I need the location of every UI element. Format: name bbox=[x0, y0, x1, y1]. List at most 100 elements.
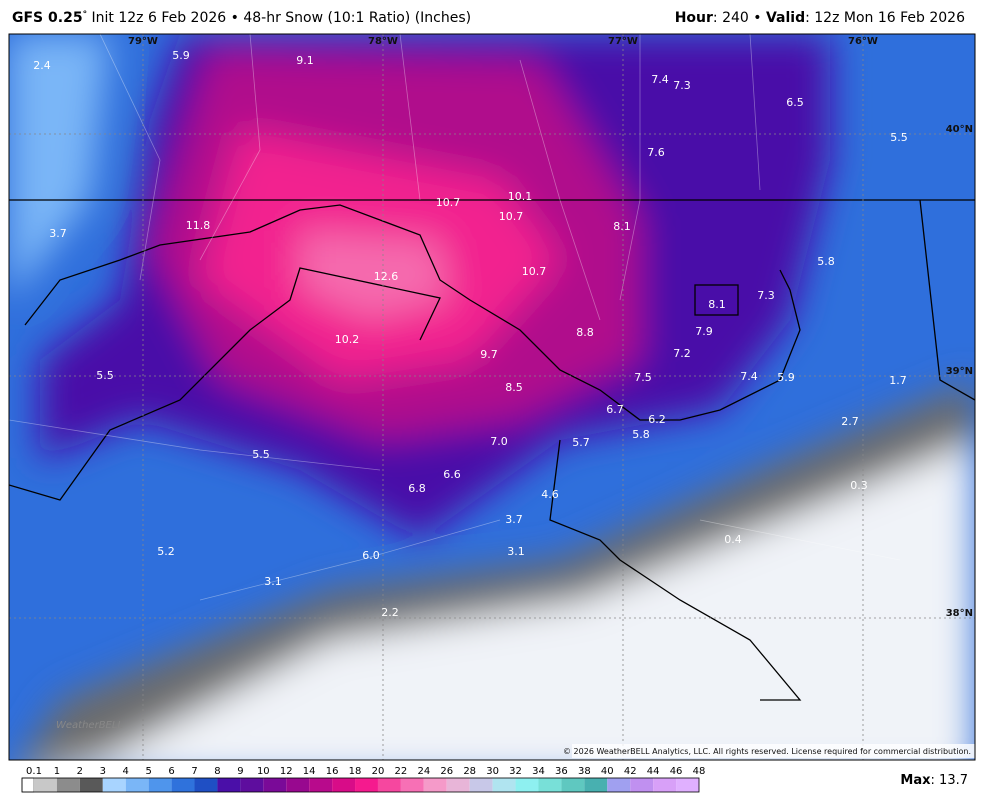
value-label: 5.9 bbox=[172, 49, 190, 62]
colorbar-tick: 8 bbox=[214, 766, 220, 777]
colorbar-bin bbox=[102, 778, 126, 792]
colorbar-bin bbox=[194, 778, 218, 792]
max-label: Max bbox=[900, 773, 931, 788]
colorbar-tick: 26 bbox=[440, 766, 453, 777]
value-label: 6.0 bbox=[362, 549, 380, 562]
copyright-bg bbox=[572, 744, 975, 758]
latitude-label: 38°N bbox=[946, 608, 973, 619]
map: 2.4 5.9 9.1 7.4 7.3 6.5 5.5 7.6 10.1 10.7 10.7 8.1 3… bbox=[9, 34, 975, 760]
snow-field bbox=[9, 34, 975, 760]
colorbar-tick: 7 bbox=[191, 766, 197, 777]
value-label: 5.5 bbox=[96, 369, 114, 382]
colorbar-bin bbox=[400, 778, 424, 792]
colorbar-tick: 40 bbox=[601, 766, 614, 777]
value-label: 8.5 bbox=[505, 381, 523, 394]
value-label: 6.8 bbox=[408, 482, 426, 495]
value-label: 5.2 bbox=[157, 545, 175, 558]
value-label: 9.7 bbox=[480, 348, 498, 361]
value-label: 3.1 bbox=[507, 545, 525, 558]
value-label: 5.9 bbox=[777, 371, 795, 384]
value-label: 7.3 bbox=[757, 289, 775, 302]
value-label: 6.5 bbox=[786, 96, 804, 109]
value-label: 6.7 bbox=[606, 403, 624, 416]
value-label: 5.7 bbox=[572, 436, 590, 449]
colorbar-bin bbox=[676, 778, 699, 792]
value-label: 10.7 bbox=[522, 265, 547, 278]
colorbar-tick: 32 bbox=[509, 766, 522, 777]
title: Init 12z 6 Feb 2026 • 48-hr Snow (10:1 R… bbox=[87, 10, 471, 26]
value-label: 7.3 bbox=[673, 79, 691, 92]
colorbar-tick: 9 bbox=[237, 766, 243, 777]
value-label: 3.1 bbox=[264, 575, 282, 588]
colorbar-tick: 18 bbox=[349, 766, 362, 777]
colorbar-bin bbox=[309, 778, 333, 792]
value-label: 4.6 bbox=[541, 488, 559, 501]
colorbar-tick: 36 bbox=[555, 766, 568, 777]
colorbar-bin bbox=[240, 778, 264, 792]
value-label: 3.7 bbox=[49, 227, 67, 240]
value-label: 2.2 bbox=[381, 606, 399, 619]
value-label: 10.2 bbox=[335, 333, 360, 346]
graticule bbox=[9, 34, 975, 760]
colorbar-tick: 28 bbox=[463, 766, 476, 777]
value-label: 10.7 bbox=[499, 210, 524, 223]
value-label: 5.8 bbox=[632, 428, 650, 441]
value-label: 7.2 bbox=[673, 347, 691, 360]
logo: WeatherBELL bbox=[56, 720, 123, 731]
value-label: 1.7 bbox=[889, 374, 907, 387]
colorbar-tick: 30 bbox=[486, 766, 499, 777]
colorbar-bin bbox=[538, 778, 562, 792]
colorbar-bin bbox=[21, 777, 35, 793]
colorbar-bin bbox=[469, 778, 493, 792]
valid-label: Valid bbox=[766, 10, 805, 26]
value-label: 6.2 bbox=[648, 413, 666, 426]
colorbar-tick: 1 bbox=[54, 766, 60, 777]
longitude-label: 79°W bbox=[128, 36, 158, 47]
colorbar-bin bbox=[423, 778, 447, 792]
header-right: Hour: 240 • Valid: 12z Mon 16 Feb 2026 bbox=[675, 10, 965, 26]
value-labels: 2.4 5.9 9.1 7.4 7.3 6.5 5.5 7.6 10.1 10.7 10.7 8.1 3… bbox=[33, 49, 908, 619]
colorbar-tick: 20 bbox=[372, 766, 385, 777]
colorbar-tick: 10 bbox=[257, 766, 270, 777]
colorbar-tick: 16 bbox=[326, 766, 339, 777]
colorbar-bin bbox=[492, 778, 516, 792]
value-label: 5.5 bbox=[890, 131, 908, 144]
colorbar-bin bbox=[332, 778, 356, 792]
colorbar-tick: 22 bbox=[395, 766, 408, 777]
value-label: 7.0 bbox=[490, 435, 508, 448]
longitude-label: 77°W bbox=[608, 36, 638, 47]
value-label: 7.5 bbox=[634, 371, 652, 384]
value-label: 9.1 bbox=[296, 54, 314, 67]
colorbar-bin bbox=[355, 778, 378, 792]
colorbar-frame bbox=[21, 777, 700, 793]
colorbar-tick: 2 bbox=[77, 766, 83, 777]
colorbar-bin bbox=[377, 778, 401, 792]
value-label: 10.1 bbox=[508, 190, 533, 203]
longitude-label: 76°W bbox=[848, 36, 878, 47]
colorbar-tick: 6 bbox=[168, 766, 174, 777]
colorbar-bin bbox=[584, 778, 608, 792]
degree: ° bbox=[83, 10, 88, 20]
colorbar-tick: 38 bbox=[578, 766, 591, 777]
colorbar-bin bbox=[56, 778, 80, 792]
value-label: 2.7 bbox=[841, 415, 859, 428]
colorbar-tick: 46 bbox=[670, 766, 683, 777]
graticule-labels: 79°W 78°W 77°W 76°W 40°N 39°N 38°N bbox=[128, 36, 973, 619]
colorbar-bin bbox=[446, 778, 470, 792]
max: Max: 13.7 bbox=[900, 773, 968, 788]
colorbar-bin bbox=[217, 778, 241, 792]
colorbar-bin bbox=[607, 778, 631, 792]
value-label: 0.3 bbox=[850, 479, 868, 492]
colorbar-bin bbox=[286, 778, 310, 792]
colorbar-bin bbox=[125, 778, 149, 792]
colorbar-tick: 24 bbox=[417, 766, 430, 777]
value-label: 12.6 bbox=[374, 270, 399, 283]
colorbar-tick: 14 bbox=[303, 766, 316, 777]
value-label: 8.1 bbox=[613, 220, 631, 233]
latitude-label: 39°N bbox=[946, 366, 973, 377]
value-label: 8.1 bbox=[708, 298, 726, 311]
colorbar-bin bbox=[171, 778, 195, 792]
colorbar-bin bbox=[79, 778, 103, 792]
colorbar-tick: 42 bbox=[624, 766, 637, 777]
